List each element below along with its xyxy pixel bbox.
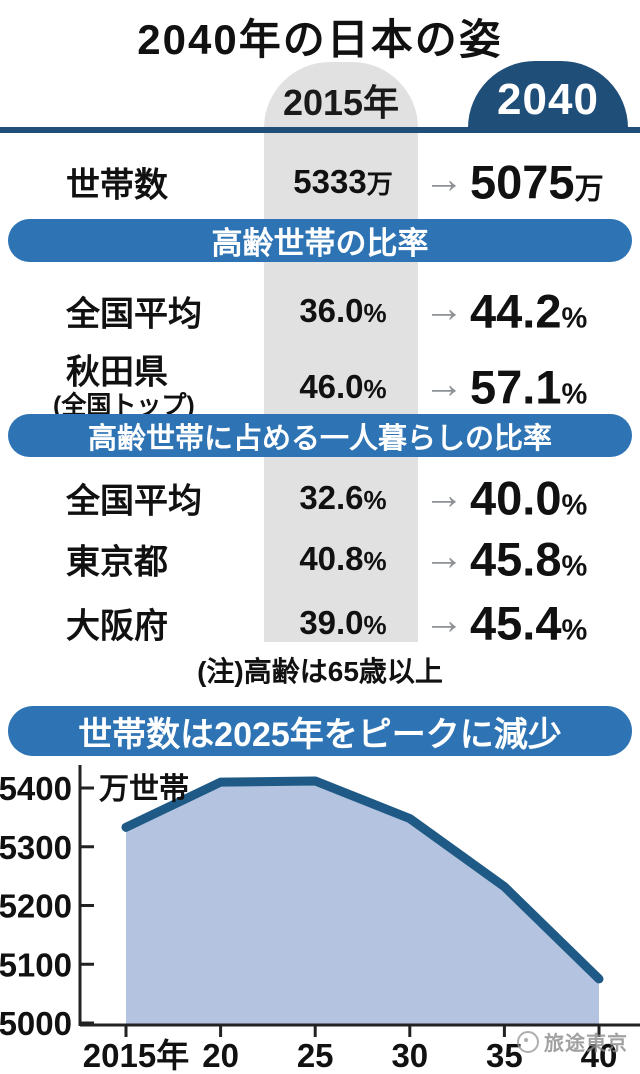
households-area-chart: 5000 5100 5200 5300 5400 万世帯 2015年 20 25 30 35 40 xyxy=(0,765,640,1074)
divider-rule xyxy=(0,127,640,133)
row-label: 全国平均 xyxy=(66,295,202,334)
column-header-2040-label: 2040 xyxy=(497,75,599,124)
unit-label: % xyxy=(561,614,588,647)
table-row-tokyo: 東京都 40.8% → 45.8% xyxy=(0,533,640,586)
value-2015: 40.8% xyxy=(299,540,387,577)
unit-label: 万 xyxy=(574,173,604,206)
unit-label: 万 xyxy=(366,169,393,199)
watermark: 旅途東京 xyxy=(517,1027,628,1056)
value-2040: 45.4% xyxy=(470,596,588,650)
svg-text:5000: 5000 xyxy=(0,1005,72,1042)
value-2015: 39.0% xyxy=(299,604,387,641)
value-2015: 46.0% xyxy=(299,368,387,405)
arrow-icon: → xyxy=(424,534,464,579)
table-row-national-avg-2: 全国平均 32.6% → 40.0% xyxy=(0,472,640,525)
unit-label: % xyxy=(363,374,387,404)
value-2040: 57.1% xyxy=(470,360,588,414)
footnote: (注)高齢は65歳以上 xyxy=(197,656,443,687)
svg-text:40: 40 xyxy=(581,1037,618,1074)
unit-label: % xyxy=(363,298,387,328)
value-2015: 5333万 xyxy=(293,163,393,200)
watermark-text: 旅途東京 xyxy=(544,1033,628,1055)
arrow-icon: → xyxy=(424,598,464,643)
unit-label: % xyxy=(561,489,588,522)
watermark-logo-icon xyxy=(517,1030,539,1053)
row-label: 全国平均 xyxy=(66,482,202,521)
value-2040: 45.8% xyxy=(470,532,588,586)
svg-text:5300: 5300 xyxy=(0,829,72,866)
svg-text:25: 25 xyxy=(297,1037,334,1074)
svg-text:2015年: 2015年 xyxy=(83,1037,189,1074)
chart-title-banner: 世帯数は2025年をピークに減少 xyxy=(8,706,632,756)
arrow-icon: → xyxy=(424,473,464,518)
table-row-akita: 秋田県 (全国トップ) 46.0% → 57.1% xyxy=(0,352,640,422)
svg-text:5400: 5400 xyxy=(0,770,72,807)
value-2040: 44.2% xyxy=(470,284,588,338)
svg-text:万世帯: 万世帯 xyxy=(99,773,189,806)
table-row-national-avg: 全国平均 36.0% → 44.2% xyxy=(0,285,640,338)
svg-text:5200: 5200 xyxy=(0,888,72,925)
arrow-icon: → xyxy=(424,286,464,331)
chart-area-fill xyxy=(126,780,599,1024)
chart-line xyxy=(121,776,604,984)
unit-label: % xyxy=(561,550,588,583)
page-title: 2040年の日本の姿 xyxy=(137,16,503,63)
value-2040: 5075万 xyxy=(470,155,604,209)
column-header-2015-label: 2015年 xyxy=(282,82,400,123)
svg-text:30: 30 xyxy=(391,1037,428,1074)
row-label-stack: 秋田県 (全国トップ) xyxy=(53,353,195,420)
unit-label: % xyxy=(363,485,387,515)
section-banner-single-elderly-ratio: 高齢世帯に占める一人暮らしの比率 xyxy=(8,414,632,457)
arrow-icon: → xyxy=(424,362,464,407)
table-row-households: 世帯数 5333万 → 5075万 xyxy=(0,155,640,209)
row-label: 世帯数 xyxy=(66,166,168,205)
section-banner-elderly-ratio: 高齢世帯の比率 xyxy=(8,219,632,262)
column-header-2015: 2015年 xyxy=(264,62,418,128)
value-2015: 36.0% xyxy=(299,292,387,329)
unit-label: % xyxy=(561,378,588,411)
value-2015: 32.6% xyxy=(299,479,387,516)
table-row-osaka: 大阪府 39.0% → 45.4% xyxy=(0,597,640,650)
value-2040: 40.0% xyxy=(470,471,588,525)
row-label: 大阪府 xyxy=(66,607,168,646)
svg-text:20: 20 xyxy=(202,1037,239,1074)
row-label: 東京都 xyxy=(66,543,168,582)
arrow-icon: → xyxy=(424,157,464,202)
unit-label: % xyxy=(561,302,588,335)
column-header-2040: 2040 xyxy=(468,61,628,128)
svg-text:35: 35 xyxy=(486,1037,523,1074)
unit-label: % xyxy=(363,610,387,640)
chart-title: 世帯数は2025年をピークに減少 xyxy=(78,715,562,754)
row-label: 秋田県 xyxy=(66,353,168,392)
column-stripe-2015 xyxy=(264,126,418,642)
svg-text:5100: 5100 xyxy=(0,946,72,983)
unit-label: % xyxy=(363,546,387,576)
